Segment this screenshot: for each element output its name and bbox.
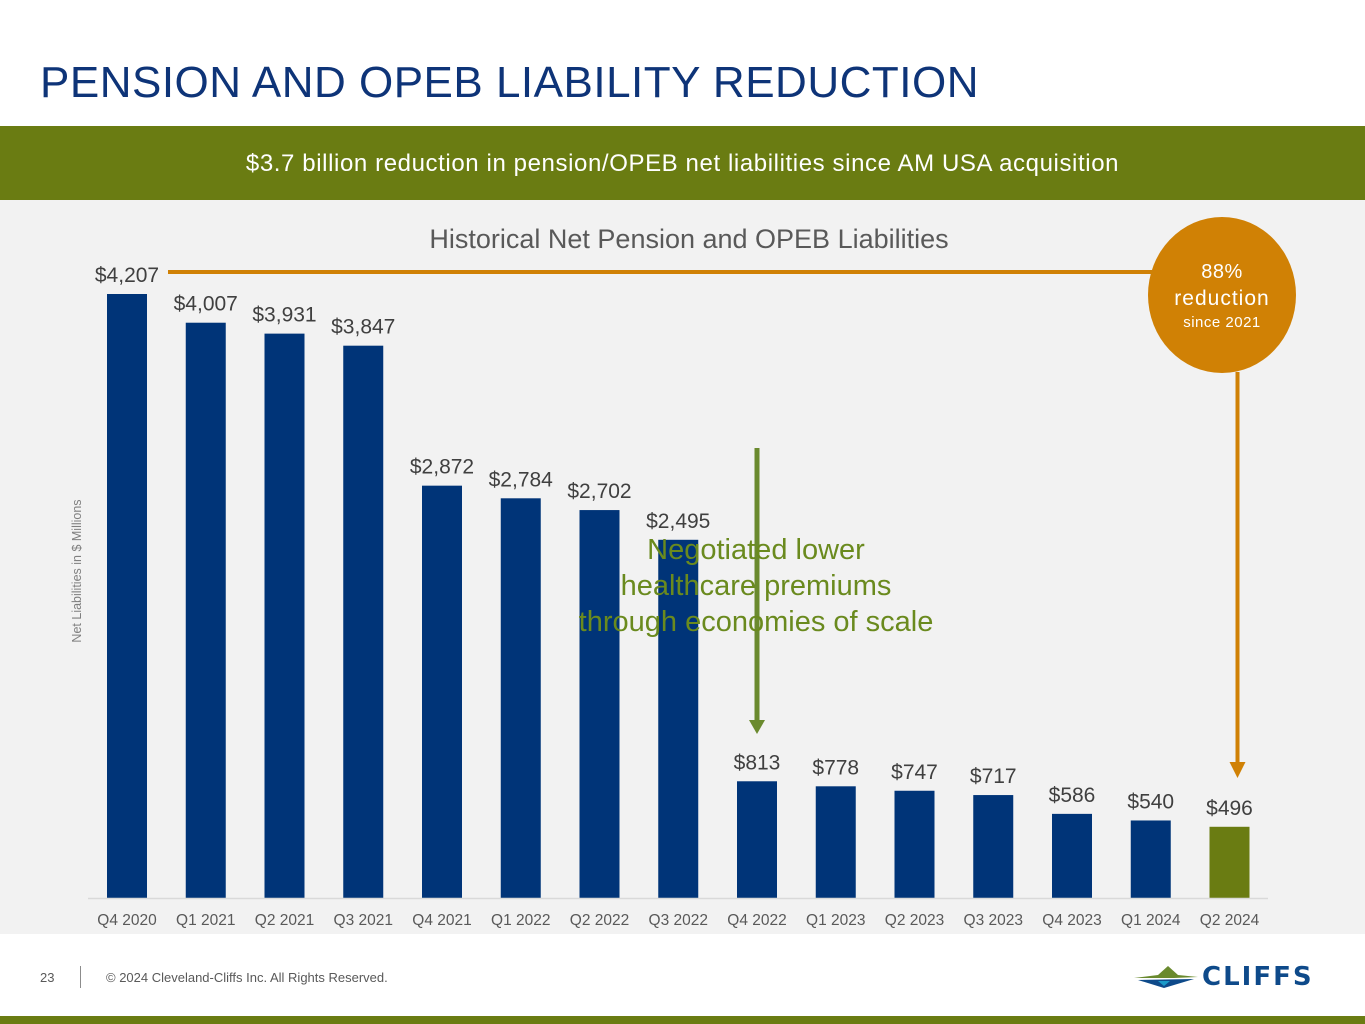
bar-q2-2024 bbox=[1209, 826, 1250, 898]
x-tick-label: Q2 2022 bbox=[570, 912, 629, 929]
callout-percent: 88% bbox=[1201, 261, 1243, 283]
chart-area: Historical Net Pension and OPEB Liabilit… bbox=[0, 200, 1365, 934]
bar-q2-2022 bbox=[579, 510, 620, 898]
value-label: $3,847 bbox=[331, 316, 395, 339]
x-tick-label: Q4 2020 bbox=[97, 912, 157, 929]
value-label: $540 bbox=[1127, 790, 1174, 813]
page-number: 23 bbox=[40, 970, 55, 985]
value-label: $2,702 bbox=[567, 480, 631, 503]
x-tick-label: Q2 2021 bbox=[255, 912, 314, 929]
value-label: $813 bbox=[734, 751, 781, 774]
x-tick-label: Q1 2024 bbox=[1121, 912, 1181, 929]
summary-banner: $3.7 billion reduction in pension/OPEB n… bbox=[0, 126, 1365, 200]
value-label: $3,931 bbox=[252, 304, 316, 327]
bar-q2-2021 bbox=[264, 333, 305, 898]
x-tick-label: Q3 2023 bbox=[964, 912, 1023, 929]
cliffs-logo: CLIFFS bbox=[1134, 962, 1334, 994]
value-label: $2,872 bbox=[410, 456, 474, 479]
bar-q3-2021 bbox=[343, 345, 384, 898]
x-tick-label: Q4 2022 bbox=[727, 912, 786, 929]
value-label: $2,784 bbox=[489, 468, 554, 491]
copyright-text: © 2024 Cleveland-Cliffs Inc. All Rights … bbox=[106, 970, 388, 985]
bar-q4-2021 bbox=[422, 485, 462, 898]
footer-divider bbox=[80, 966, 81, 988]
value-label: $586 bbox=[1049, 784, 1096, 807]
value-label: $747 bbox=[891, 761, 938, 784]
annotation-line: healthcare premiums bbox=[620, 570, 892, 602]
cliffs-logo-icon bbox=[1134, 966, 1198, 988]
bar-q1-2024 bbox=[1130, 820, 1171, 898]
x-tick-label: Q3 2022 bbox=[649, 912, 708, 929]
annotation-text: Negotiated lower healthcare premiums thr… bbox=[540, 532, 972, 640]
bar-q3-2022 bbox=[658, 539, 699, 898]
bar-q1-2022 bbox=[500, 498, 541, 898]
value-label: $778 bbox=[812, 756, 859, 779]
callout-label: reduction bbox=[1174, 287, 1270, 310]
callout-since: since 2021 bbox=[1183, 314, 1261, 331]
value-label: $496 bbox=[1206, 797, 1253, 820]
x-tick-label: Q1 2022 bbox=[491, 912, 550, 929]
bar-q1-2021 bbox=[185, 322, 226, 898]
bottom-accent-bar bbox=[0, 1016, 1365, 1024]
value-label: $4,007 bbox=[174, 293, 238, 316]
footer: 23 © 2024 Cleveland-Cliffs Inc. All Righ… bbox=[0, 934, 1365, 1016]
y-axis-label: Net Liabilities in $ Millions bbox=[70, 499, 84, 642]
value-label: $717 bbox=[970, 765, 1017, 788]
bar-q1-2023 bbox=[815, 786, 856, 898]
annotation-arrow-head bbox=[749, 720, 765, 734]
reduction-callout: 88% reduction since 2021 bbox=[1148, 217, 1296, 373]
x-tick-label: Q1 2021 bbox=[176, 912, 235, 929]
bar-q4-2020 bbox=[107, 294, 147, 898]
reduction-arrow-head bbox=[1229, 762, 1246, 778]
x-tick-label: Q2 2023 bbox=[885, 912, 944, 929]
bar-q3-2023 bbox=[973, 795, 1014, 898]
bar-chart: Historical Net Pension and OPEB Liabilit… bbox=[70, 224, 1268, 929]
chart-title: Historical Net Pension and OPEB Liabilit… bbox=[429, 224, 948, 254]
banner-text: $3.7 billion reduction in pension/OPEB n… bbox=[245, 150, 1120, 177]
x-tick-label: Q2 2024 bbox=[1200, 912, 1260, 929]
bar-q4-2023 bbox=[1052, 813, 1092, 898]
annotation-line: through economies of scale bbox=[578, 606, 934, 638]
value-label: $2,495 bbox=[646, 510, 710, 533]
x-tick-label: Q1 2023 bbox=[806, 912, 865, 929]
value-label: $4,207 bbox=[95, 264, 159, 287]
annotation-line: Negotiated lower bbox=[647, 534, 865, 566]
x-tick-label: Q4 2023 bbox=[1042, 912, 1101, 929]
bar-q2-2023 bbox=[894, 790, 935, 898]
logo-text: CLIFFS bbox=[1202, 962, 1314, 992]
x-tick-label: Q4 2021 bbox=[412, 912, 471, 929]
bar-q4-2022 bbox=[737, 781, 777, 898]
x-tick-label: Q3 2021 bbox=[334, 912, 393, 929]
page-title: PENSION AND OPEB LIABILITY REDUCTION bbox=[40, 58, 979, 107]
